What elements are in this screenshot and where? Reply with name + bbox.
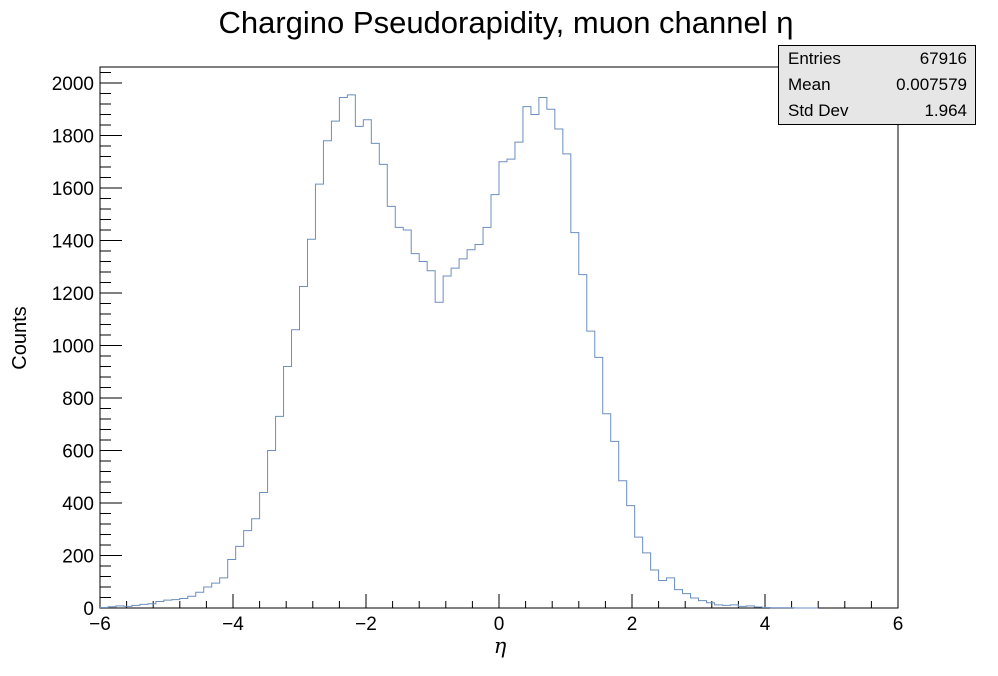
x-axis-label: η — [494, 634, 507, 658]
chart-title: Chargino Pseudorapidity, muon channel η — [218, 5, 793, 40]
x-tick-label: −4 — [222, 614, 244, 635]
x-tick-label: 4 — [760, 614, 771, 635]
x-tick-label: −2 — [355, 614, 377, 635]
x-tick-label: 0 — [494, 614, 505, 635]
y-tick-label: 1000 — [52, 337, 94, 358]
stats-value: 1.964 — [924, 101, 967, 120]
y-tick-label: 1600 — [52, 179, 94, 200]
stats-label: Mean — [788, 75, 831, 94]
y-tick-label: 2000 — [52, 74, 94, 95]
y-tick-label: 200 — [62, 547, 94, 568]
x-tick-label: 6 — [893, 614, 904, 635]
stats-label: Entries — [788, 49, 841, 68]
stats-box: Entries 67916 Mean 0.007579 Std Dev 1.96… — [778, 45, 976, 125]
stats-row-mean: Mean 0.007579 — [779, 72, 975, 98]
y-tick-label: 0 — [83, 599, 94, 620]
stats-row-entries: Entries 67916 — [779, 46, 975, 72]
y-tick-label: 1800 — [52, 127, 94, 148]
y-tick-label: 1400 — [52, 232, 94, 253]
x-tick-label: 2 — [627, 614, 638, 635]
x-tick-label: −6 — [89, 614, 111, 635]
plot-frame — [99, 66, 899, 609]
y-tick-label: 1200 — [52, 284, 94, 305]
y-tick-label: 600 — [62, 442, 94, 463]
axes: −6 −4 −2 0 2 4 6 0 200 400 600 800 1000 1200 1400 1600 1… — [52, 72, 904, 635]
y-axis-label: Counts — [9, 306, 31, 369]
histogram-line — [100, 94, 819, 609]
stats-value: 0.007579 — [896, 75, 967, 94]
stats-label: Std Dev — [788, 101, 849, 120]
y-tick-label: 400 — [62, 494, 94, 515]
y-tick-label: 800 — [62, 389, 94, 410]
stats-value: 67916 — [919, 49, 967, 68]
stats-row-std-dev: Std Dev 1.964 — [779, 98, 975, 124]
